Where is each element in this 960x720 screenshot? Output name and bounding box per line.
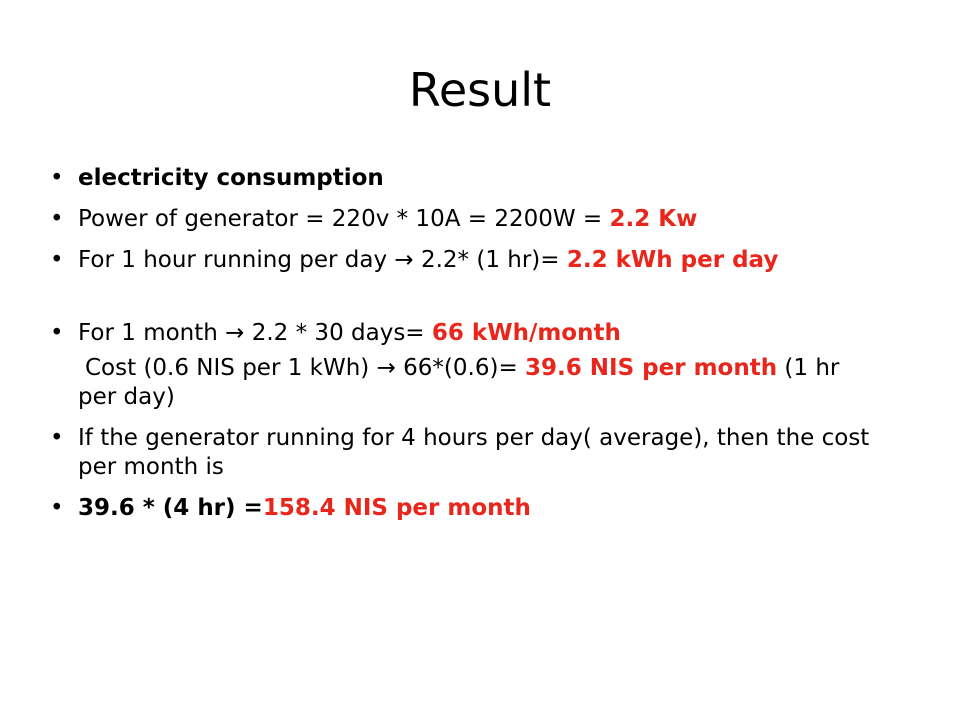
bullet-marker: • <box>50 425 64 451</box>
four-hours-text: If the generator running for 4 hours per… <box>78 425 870 480</box>
slide-body: • electricity consumption • Power of gen… <box>50 164 870 523</box>
slide-title: Result <box>408 63 552 117</box>
daily-formula-text: For 1 hour running per day → 2.2* (1 hr)… <box>78 247 567 273</box>
bullet-marker: • <box>50 165 64 191</box>
heading-text: electricity consumption <box>78 165 384 191</box>
final-formula-text: 39.6 * (4 hr) = <box>78 495 263 521</box>
bullet-one-hour-per-day: • For 1 hour running per day → 2.2* (1 h… <box>50 246 870 275</box>
bullet-four-hours: • If the generator running for 4 hours p… <box>50 424 870 482</box>
cost-result: 39.6 NIS per month <box>525 355 778 381</box>
cost-formula-text: Cost (0.6 NIS per 1 kWh) → 66*(0.6)= <box>85 355 526 381</box>
bullet-electricity-consumption: • electricity consumption <box>50 164 870 193</box>
bullet-marker: • <box>50 247 64 273</box>
cost-tail-text: (1 hr per day) <box>78 355 840 410</box>
monthly-result: 66 kWh/month <box>431 320 621 346</box>
cost-line: Cost (0.6 NIS per 1 kWh) → 66*(0.6)= 39.… <box>50 354 870 412</box>
bullet-marker: • <box>50 320 64 346</box>
final-result: 158.4 NIS per month <box>262 495 531 521</box>
power-result: 2.2 Kw <box>609 206 698 232</box>
daily-result: 2.2 kWh per day <box>566 247 779 273</box>
bullet-one-month: • For 1 month → 2.2 * 30 days= 66 kWh/mo… <box>50 319 870 348</box>
monthly-formula-text: For 1 month → 2.2 * 30 days= <box>78 320 432 346</box>
bullet-power-of-generator: • Power of generator = 220v * 10A = 2200… <box>50 205 870 234</box>
power-formula-text: Power of generator = 220v * 10A = 2200W … <box>78 206 610 232</box>
bullet-marker: • <box>50 495 64 521</box>
bullet-marker: • <box>50 206 64 232</box>
bullet-final-cost: • 39.6 * (4 hr) =158.4 NIS per month <box>50 494 870 523</box>
